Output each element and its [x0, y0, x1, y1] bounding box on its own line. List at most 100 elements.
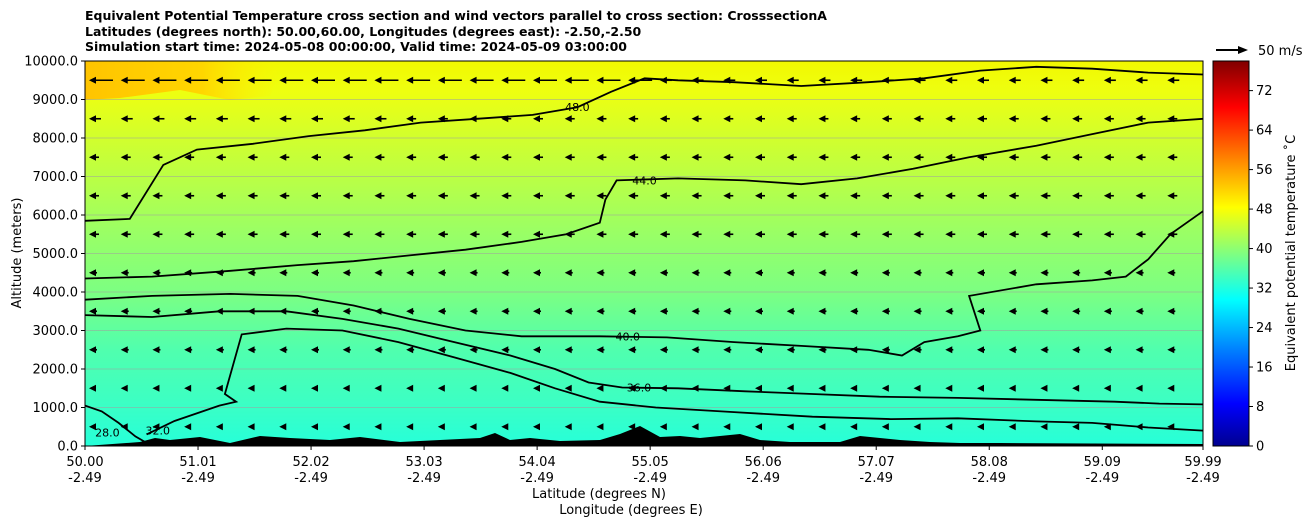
wind-vector — [786, 346, 795, 354]
wind-vector — [723, 115, 734, 123]
wind-vector — [184, 115, 197, 123]
wind-vector — [152, 153, 163, 161]
wind-vector — [469, 346, 478, 354]
wind-vector — [596, 384, 604, 392]
y-tick-label: 1000.0 — [33, 401, 79, 416]
x-tick-label-lon: -2.49 — [859, 471, 893, 486]
temperature-field: 28.0 32.0 36.0 40.0 44.0 48.0 — [85, 61, 1203, 446]
wind-vector — [755, 230, 765, 238]
wind-vector — [437, 346, 446, 354]
wind-vector — [977, 307, 985, 315]
x-tick-label-lon: -2.49 — [1186, 471, 1220, 486]
wind-vector — [1167, 307, 1176, 315]
wind-vector — [628, 192, 639, 200]
wind-vector — [628, 153, 639, 161]
wind-vector — [659, 307, 668, 315]
wind-vector — [215, 153, 226, 161]
wind-vector — [374, 192, 385, 200]
wind-vector — [596, 76, 621, 84]
x-tick-label-lon: -2.49 — [520, 471, 554, 486]
wind-vector — [279, 115, 292, 123]
x-axis-ticks: 50.00-2.4951.01-2.4952.02-2.4953.03-2.49… — [66, 446, 1222, 486]
colorbar: 0 8 16 24 32 40 48 56 64 72 Equivalent potential … — [1212, 60, 1299, 455]
wind-vector — [786, 307, 795, 315]
x-tick-label-lon: -2.49 — [181, 471, 215, 486]
wind-vector — [1008, 76, 1021, 84]
wind-vector — [1008, 307, 1017, 315]
wind-vector — [184, 346, 193, 354]
wind-vector — [279, 384, 287, 392]
wind-vector — [977, 192, 987, 200]
wind-vector — [1072, 384, 1080, 392]
wind-vector — [723, 269, 732, 277]
contour-line — [146, 327, 1203, 436]
wind-vector — [247, 230, 258, 238]
contour-label: 40.0 — [616, 330, 641, 343]
wind-vector — [215, 192, 226, 200]
colorbar-tick-label: 32 — [1256, 282, 1273, 297]
wind-vector — [437, 384, 445, 392]
wind-vector — [1040, 269, 1049, 277]
wind-vector — [1135, 269, 1144, 277]
wind-vector — [786, 115, 797, 123]
contour-label: 28.0 — [95, 427, 120, 440]
wind-vector — [1040, 153, 1051, 161]
wind-vector — [1167, 269, 1176, 277]
wind-vector — [501, 76, 526, 84]
wind-vector — [977, 384, 984, 392]
wind-vector — [311, 153, 321, 161]
x-axis-label-lon: Longitude (degrees E) — [559, 503, 703, 518]
wind-vector — [1040, 192, 1051, 200]
wind-vector — [1135, 307, 1144, 315]
wind-vector — [533, 153, 543, 161]
wind-vector — [1072, 269, 1081, 277]
wind-vector — [1135, 76, 1148, 84]
wind-vector — [469, 269, 478, 277]
wind-vector — [215, 115, 228, 123]
wind-vector — [1135, 192, 1146, 200]
wind-vector — [215, 423, 223, 431]
wind-vector — [1103, 76, 1116, 84]
gridlines — [85, 99, 1203, 408]
wind-vector — [89, 346, 97, 354]
wind-vector — [406, 423, 414, 431]
wind-vector — [691, 192, 702, 200]
wind-vector — [850, 384, 858, 392]
wind-vector — [89, 384, 96, 392]
wind-vector — [913, 346, 922, 354]
wind-vector — [945, 153, 956, 161]
wind-vector — [786, 230, 797, 238]
colorbar-tick-label: 56 — [1256, 163, 1273, 178]
wind-vector — [977, 115, 987, 123]
x-tick-label-lat: 52.02 — [292, 455, 329, 470]
wind-vector — [89, 230, 99, 238]
wind-vector — [120, 384, 128, 392]
wind-vector — [596, 230, 607, 238]
wind-vector — [89, 269, 97, 277]
wind-vector — [1040, 230, 1051, 238]
x-tick-label-lon: -2.49 — [633, 471, 667, 486]
wind-vector — [89, 307, 97, 315]
contour-lines: 28.0 32.0 36.0 40.0 44.0 48.0 — [85, 65, 1203, 444]
title-line-3: Simulation start time: 2024-05-08 00:00:… — [85, 39, 627, 54]
colorbar-tick-label: 8 — [1256, 400, 1264, 415]
wind-vector — [881, 307, 890, 315]
wind-vector — [628, 423, 636, 431]
title-line-2: Latitudes (degrees north): 50.00,60.00, … — [85, 23, 642, 39]
wind-vector — [913, 192, 924, 200]
wind-vector — [311, 384, 318, 392]
wind-vector — [469, 76, 494, 84]
wind-vector — [437, 307, 446, 315]
wind-vector — [596, 346, 605, 354]
wind-vector — [596, 153, 607, 161]
wind-vector — [596, 307, 605, 315]
wind-vector — [1103, 153, 1114, 161]
wind-vector — [564, 384, 572, 392]
wind-vector — [1135, 346, 1144, 354]
wind-vector — [406, 76, 431, 84]
wind-vector — [406, 307, 415, 315]
wind-vector — [120, 269, 129, 277]
wind-vector — [1167, 346, 1176, 354]
wind-vector — [247, 153, 258, 161]
wind-vector — [279, 192, 290, 200]
